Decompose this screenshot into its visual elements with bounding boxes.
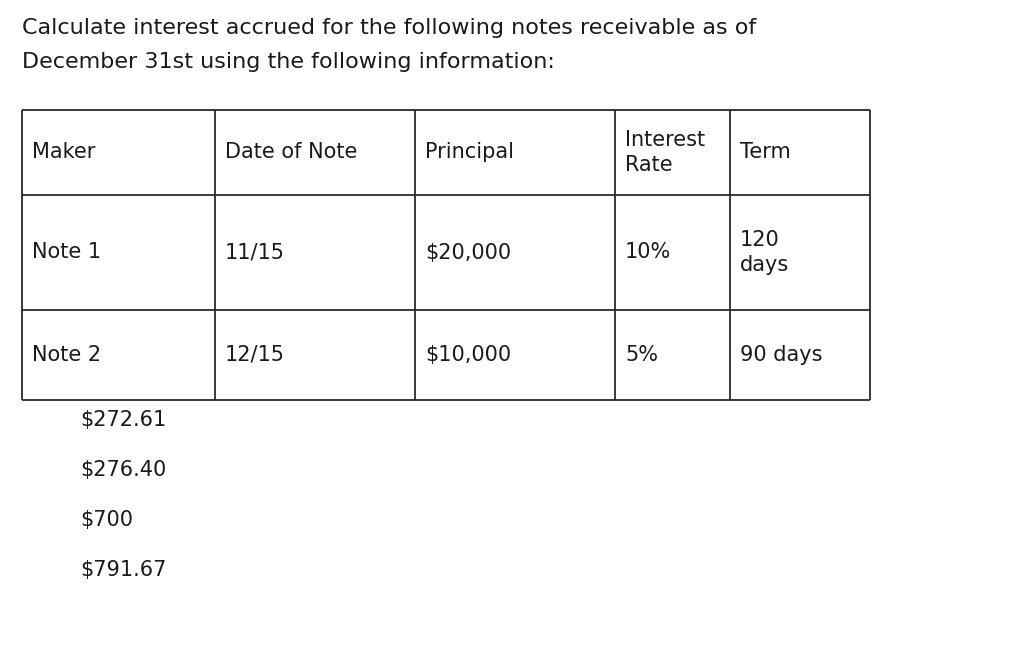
Text: Principal: Principal bbox=[425, 143, 514, 163]
Text: Interest
Rate: Interest Rate bbox=[625, 130, 705, 175]
Text: Term: Term bbox=[740, 143, 791, 163]
Text: $700: $700 bbox=[80, 510, 133, 530]
Text: Calculate interest accrued for the following notes receivable as of: Calculate interest accrued for the follo… bbox=[22, 18, 756, 38]
Text: Maker: Maker bbox=[32, 143, 95, 163]
Text: 10%: 10% bbox=[625, 242, 671, 262]
Text: Note 2: Note 2 bbox=[32, 345, 102, 365]
Text: 12/15: 12/15 bbox=[225, 345, 285, 365]
Text: December 31st using the following information:: December 31st using the following inform… bbox=[22, 52, 555, 72]
Text: $276.40: $276.40 bbox=[80, 460, 166, 480]
Text: Date of Note: Date of Note bbox=[225, 143, 357, 163]
Text: 90 days: 90 days bbox=[740, 345, 822, 365]
Text: 5%: 5% bbox=[625, 345, 658, 365]
Text: 11/15: 11/15 bbox=[225, 242, 285, 262]
Text: $272.61: $272.61 bbox=[80, 410, 166, 430]
Text: $791.67: $791.67 bbox=[80, 560, 166, 580]
Text: 120
days: 120 days bbox=[740, 230, 790, 275]
Text: Note 1: Note 1 bbox=[32, 242, 102, 262]
Text: $20,000: $20,000 bbox=[425, 242, 512, 262]
Text: $10,000: $10,000 bbox=[425, 345, 512, 365]
